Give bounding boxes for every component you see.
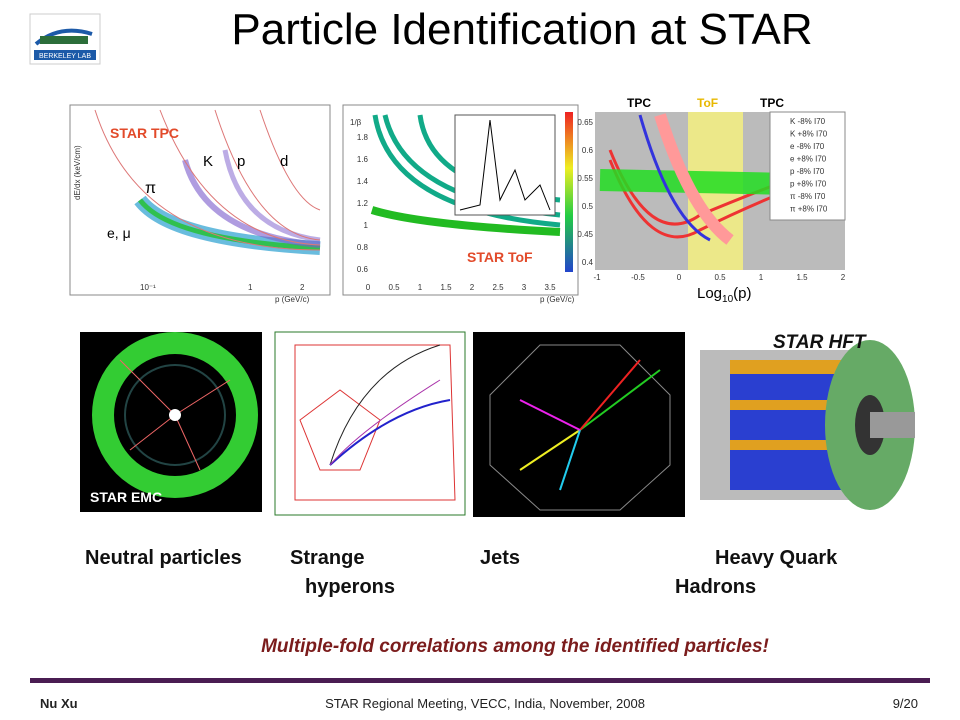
tick-label: 1 [364, 221, 369, 230]
panel-label: STAR EMC [90, 489, 162, 505]
legend-entry: p +8% I70 [790, 180, 827, 189]
tick-label: 0 [366, 283, 371, 292]
footer-page: 9/20 [893, 696, 918, 711]
legend-entry: π +8% I70 [790, 205, 828, 214]
legend-entry: e +8% I70 [790, 155, 827, 164]
plot-label: STAR TPC [110, 125, 179, 141]
axis-label: dE/dx (keV/cm) [73, 145, 82, 200]
tick-label: 0.5 [388, 283, 400, 292]
tick-label: 1.8 [357, 133, 369, 142]
plot-label: K [203, 153, 213, 170]
logo-text: BERKELEY LAB [39, 53, 91, 60]
tick-label: 10⁻¹ [140, 283, 156, 292]
plot-label: STAR ToF [467, 249, 533, 265]
legend-entry: π -8% I70 [790, 192, 826, 201]
tick-label: 0.8 [357, 243, 369, 252]
tick-label: 0.5 [714, 273, 726, 282]
logo: BERKELEY LAB [29, 13, 101, 65]
title: Particle Identification at STAR [231, 5, 812, 54]
hyperon-image [274, 331, 466, 516]
plot-label: p [237, 153, 245, 170]
footer-event: STAR Regional Meeting, VECC, India, Nove… [325, 696, 645, 711]
tick-label: 0.6 [357, 265, 369, 274]
tick-label: 3.5 [544, 283, 556, 292]
tick-label: 0 [677, 273, 682, 282]
emc-image: STAR EMC [80, 332, 262, 512]
tick-label: 0.65 [577, 118, 593, 127]
tick-label: 2 [300, 283, 305, 292]
caption: hyperons [305, 576, 395, 598]
tick-label: 3 [522, 283, 527, 292]
tick-label: 0.45 [577, 230, 593, 239]
tick-label: 1 [248, 283, 253, 292]
tick-label: -1 [593, 273, 601, 282]
axis-label: p (GeV/c) [540, 295, 575, 304]
region-label: TPC [627, 96, 651, 110]
tick-label: 1.5 [440, 283, 452, 292]
axis-label: Log10(p) [697, 285, 752, 305]
tick-label: 1.2 [357, 199, 369, 208]
region-label: TPC [760, 96, 784, 110]
axis-label: (p) [733, 285, 751, 302]
tick-label: 1 [759, 273, 764, 282]
caption: Heavy Quark [715, 547, 838, 569]
hft-image: STAR HFT [700, 332, 915, 510]
tick-label: 1.5 [796, 273, 808, 282]
tof-plot: STAR ToF 0 0.5 1 1.5 2 2.5 3 3.5 1.8 1.6 1.4 1.2 1 0.… [342, 104, 579, 304]
panel-label: STAR HFT [773, 332, 867, 353]
tick-label: 2.5 [492, 283, 504, 292]
tick-label: 1.6 [357, 155, 369, 164]
tick-label: 1.4 [357, 177, 369, 186]
plot-label: d [280, 153, 288, 170]
pid-plot: TPC ToF TPC K -8% I70 K +8% I70 e -8% I70 e… [577, 96, 845, 305]
caption: Strange [290, 547, 364, 569]
legend-entry: K -8% I70 [790, 117, 826, 126]
region-label: ToF [697, 96, 718, 110]
tick-label: 0.6 [582, 146, 594, 155]
tick-label: 0.55 [577, 174, 593, 183]
footer-author: Nu Xu [40, 696, 78, 711]
caption: Hadrons [675, 576, 756, 598]
axis-label: p (GeV/c) [275, 295, 310, 304]
plot-label: e, μ [107, 225, 131, 241]
legend-entry: K +8% I70 [790, 130, 828, 139]
tick-label: 0.4 [582, 258, 594, 267]
axis-label: 1/β [350, 118, 362, 127]
tick-label: 2 [841, 273, 846, 282]
footer-rule [30, 678, 930, 683]
legend-entry: p -8% I70 [790, 167, 825, 176]
tick-label: 2 [470, 283, 475, 292]
caption: Neutral particles [85, 547, 242, 569]
tick-label: -0.5 [631, 273, 645, 282]
jets-image [473, 332, 685, 517]
legend-entry: e -8% I70 [790, 142, 825, 151]
note: Multiple-fold correlations among the ide… [261, 636, 769, 657]
axis-label: 10 [722, 294, 734, 305]
tick-label: 1 [418, 283, 423, 292]
plot-label: π [145, 180, 156, 197]
tpc-plot: STAR TPC K p d π e, μ 10⁻¹ 1 2 p (GeV/c)… [69, 104, 331, 304]
tick-label: 0.5 [582, 202, 594, 211]
caption: Jets [480, 547, 520, 569]
axis-label: Log [697, 285, 722, 302]
